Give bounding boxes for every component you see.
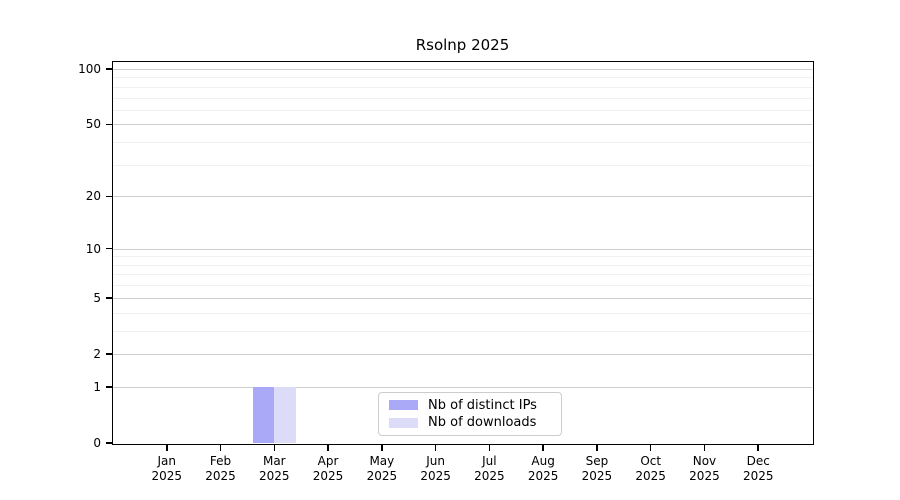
x-tick-1	[219, 444, 222, 451]
y-tick-label-50: 50	[85, 117, 101, 132]
legend-label-0: Nb of distinct IPs	[428, 397, 537, 413]
x-tick-month: Mar	[262, 454, 286, 468]
x-tick-label-11: Dec 2025	[723, 454, 793, 484]
x-tick-4	[381, 444, 383, 451]
x-tick-month: Jul	[482, 454, 497, 468]
x-tick-label-2: Mar 2025	[239, 454, 309, 484]
legend-item-0: Nb of distinct IPs	[389, 398, 551, 413]
x-tick-label-3: Apr 2025	[293, 454, 363, 484]
y-tick-2	[106, 353, 112, 355]
y-tick-10	[106, 247, 112, 250]
x-tick-label-5: Jun 2025	[401, 454, 471, 484]
gridline-major-50	[113, 124, 812, 126]
y-tick-label-2: 2	[93, 346, 101, 361]
x-tick-label-7: Aug 2025	[508, 454, 578, 484]
y-tick-50	[106, 123, 112, 126]
gridline-minor-90	[113, 77, 812, 79]
x-tick-5	[434, 444, 437, 451]
x-tick-month: Aug	[531, 454, 555, 468]
x-tick-month: Jan	[157, 454, 177, 468]
x-tick-7	[542, 444, 544, 451]
x-tick-year: 2025	[151, 469, 183, 483]
x-tick-year: 2025	[474, 469, 505, 483]
y-tick-5	[106, 297, 112, 299]
x-tick-year: 2025	[205, 469, 236, 483]
gridline-minor-30	[113, 164, 812, 166]
x-tick-year: 2025	[742, 469, 774, 483]
gridline-minor-80	[113, 86, 812, 88]
legend-label-1: Nb of downloads	[428, 415, 537, 431]
gridline-major-1	[113, 386, 812, 388]
x-tick-month: Oct	[640, 454, 662, 468]
y-tick-1	[106, 386, 112, 388]
y-tick-label-20: 20	[85, 189, 101, 204]
x-tick-10	[703, 444, 706, 451]
x-tick-0	[166, 444, 168, 451]
x-tick-month: Apr	[317, 454, 339, 468]
gridline-major-2	[113, 353, 812, 355]
x-tick-month: Dec	[746, 454, 770, 468]
legend-swatch-0	[389, 400, 418, 411]
x-tick-2	[273, 444, 276, 451]
x-tick-label-6: Jul 2025	[454, 454, 524, 484]
gridline-minor-8	[113, 264, 812, 266]
x-tick-9	[649, 444, 652, 451]
gridline-major-10	[113, 248, 812, 250]
x-tick-label-9: Oct 2025	[616, 454, 686, 484]
x-tick-year: 2025	[689, 469, 720, 483]
x-tick-label-0: Jan 2025	[132, 454, 202, 484]
gridline-minor-6	[113, 285, 812, 287]
x-tick-11	[757, 444, 759, 451]
gridline-minor-3	[113, 330, 812, 332]
x-tick-label-1: Feb 2025	[186, 454, 256, 484]
gridline-minor-9	[113, 256, 812, 258]
x-tick-month: Sep	[585, 454, 609, 468]
y-tick-label-5: 5	[93, 290, 101, 305]
x-tick-year: 2025	[312, 469, 344, 483]
y-tick-label-1: 1	[93, 379, 101, 394]
y-tick-label-100: 100	[78, 62, 101, 76]
bar-nb-of-distinct-ips-mar-2025	[252, 386, 275, 443]
x-tick-year: 2025	[259, 469, 290, 483]
x-tick-year: 2025	[366, 469, 398, 483]
gridline-minor-4	[113, 312, 812, 314]
plot-border	[111, 60, 814, 445]
y-tick-label-0: 0	[93, 436, 101, 450]
y-tick-0	[106, 442, 112, 444]
gridline-major-5	[113, 297, 812, 299]
x-tick-year: 2025	[527, 469, 559, 483]
x-tick-year: 2025	[581, 469, 613, 483]
x-tick-8	[596, 444, 598, 451]
x-tick-6	[488, 444, 491, 451]
x-tick-year: 2025	[635, 469, 666, 483]
x-tick-month: Feb	[209, 454, 232, 468]
chart-title: Rsolnp 2025	[415, 36, 510, 54]
x-tick-year: 2025	[420, 469, 451, 483]
gridline-minor-7	[113, 274, 812, 276]
gridline-minor-60	[113, 109, 812, 111]
x-tick-3	[327, 444, 329, 451]
y-tick-100	[106, 68, 112, 70]
gridline-minor-40	[113, 142, 812, 144]
x-tick-label-4: May 2025	[347, 454, 417, 484]
y-tick-label-10: 10	[85, 241, 101, 256]
y-tick-20	[106, 195, 112, 198]
x-tick-label-8: Sep 2025	[562, 454, 632, 484]
gridline-minor-70	[113, 97, 812, 99]
gridline-major-20	[113, 196, 812, 198]
legend-swatch-1	[389, 417, 418, 428]
x-tick-month: Jun	[426, 454, 445, 468]
x-tick-month: Nov	[692, 454, 717, 468]
x-tick-month: May	[369, 454, 395, 468]
gridline-major-100	[113, 69, 812, 70]
legend: Nb of distinct IPs Nb of downloads	[378, 392, 562, 436]
legend-item-1: Nb of downloads	[389, 415, 551, 430]
bar-nb-of-downloads-mar-2025	[274, 386, 296, 443]
x-tick-label-10: Nov 2025	[669, 454, 739, 484]
